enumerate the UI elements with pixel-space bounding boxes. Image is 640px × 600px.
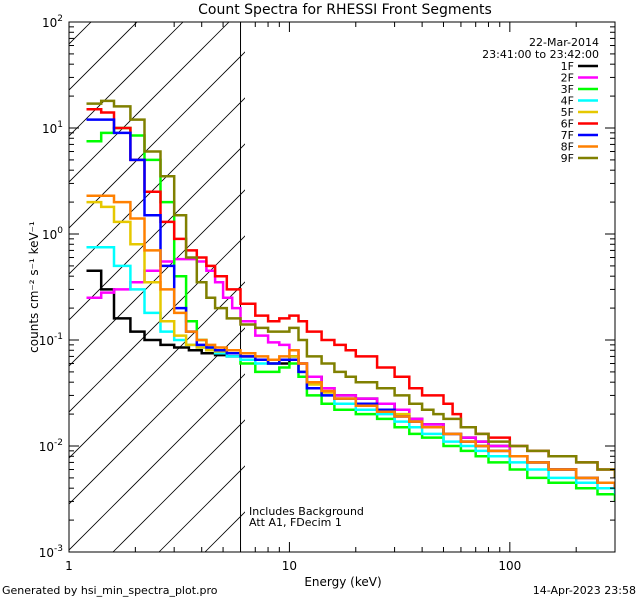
hatch-line	[69, 189, 245, 367]
legend-label: 5F	[561, 106, 574, 119]
legend-label: 2F	[561, 72, 574, 85]
y-tick-label: 101	[42, 120, 63, 136]
hatch-line	[69, 143, 245, 321]
hatch-line	[619, 0, 640, 552]
axis-ticks: 1 10 100 10-3 10-2 10-1 100 101 102	[39, 14, 616, 573]
legend-label: 6F	[561, 118, 574, 131]
legend-item-9f: 9F	[561, 152, 598, 165]
x-tick-label: 100	[498, 559, 521, 573]
y-axis-label: counts cm⁻² s⁻¹ keV⁻¹	[27, 221, 41, 353]
hatch-line	[0, 0, 29, 552]
y-tick-label: 100	[42, 226, 63, 242]
hatch-line	[69, 281, 245, 459]
legend-item-7f: 7F	[561, 129, 598, 142]
annotation-background: Includes Background	[249, 505, 364, 518]
y-axis-label-counts: counts cm⁻² s⁻¹ keV⁻¹	[27, 221, 41, 353]
legend-item-2f: 2F	[561, 72, 598, 85]
legend-label: 8F	[561, 141, 574, 154]
hatch-line	[69, 327, 245, 505]
legend-label: 7F	[561, 129, 574, 142]
legend-label: 9F	[561, 152, 574, 165]
series-6f	[86, 108, 615, 478]
legend-item-4f: 4F	[561, 95, 598, 108]
hatch-line	[69, 97, 245, 275]
date-label: 22-Mar-2014	[529, 36, 599, 49]
hatch-line	[69, 22, 138, 91]
hatch-line	[69, 51, 245, 229]
hatch-line	[69, 373, 245, 551]
time-range-label: 23:41:00 to 23:42:00	[482, 48, 599, 61]
legend-label: 1F	[561, 60, 574, 73]
y-tick-label: 10-1	[39, 332, 63, 348]
hatch-line	[112, 419, 245, 552]
series-9f	[86, 99, 615, 478]
legend-item-1f: 1F	[561, 60, 598, 73]
legend-label: 4F	[561, 95, 574, 108]
footer-timestamp: 14-Apr-2023 23:58	[533, 584, 636, 597]
series-4f	[86, 245, 615, 495]
x-tick-label: 1	[65, 559, 73, 573]
hatch-line	[251, 0, 640, 552]
legend-item-8f: 8F	[561, 141, 598, 154]
legend-item-5f: 5F	[561, 106, 598, 119]
series-8f	[86, 194, 615, 489]
hatch-line	[69, 22, 184, 137]
series-7f	[86, 118, 615, 489]
series-1f	[86, 269, 615, 489]
x-axis-label: Energy (keV)	[304, 575, 381, 589]
series-2f	[86, 257, 615, 489]
x-tick-label: 10	[282, 559, 297, 573]
y-tick-label: 10-3	[39, 544, 63, 560]
y-tick-label: 10-2	[39, 438, 63, 454]
hatch-line	[343, 0, 640, 552]
legend-label: 3F	[561, 83, 574, 96]
annotation-attenuator: Att A1, FDecim 1	[249, 516, 342, 529]
footer-generator: Generated by hsi_min_spectra_plot.pro	[2, 584, 218, 597]
legend-item-6f: 6F	[561, 118, 598, 131]
hatch-line	[297, 0, 640, 552]
hatch-line	[69, 22, 230, 183]
plot-frame	[68, 21, 616, 553]
hatch-line	[69, 22, 92, 45]
legend-item-3f: 3F	[561, 83, 598, 96]
chart-title: Count Spectra for RHESSI Front Segments	[198, 2, 492, 18]
y-tick-label: 102	[42, 14, 63, 30]
series-layer	[86, 99, 615, 502]
